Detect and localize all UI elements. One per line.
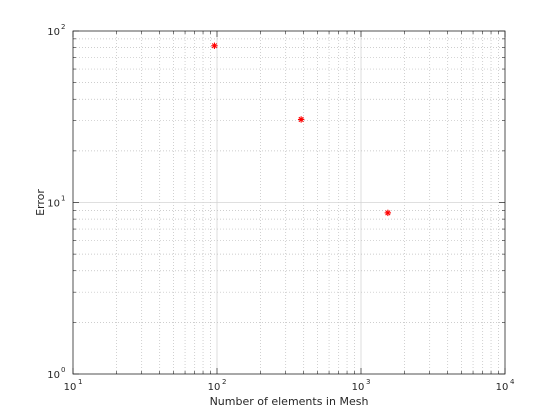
x-tick-exponent: 1: [78, 378, 82, 386]
y-axis-label: Error: [34, 189, 47, 216]
plot-border: [72, 30, 506, 375]
y-tick-label: 10: [47, 370, 60, 381]
data-point: [297, 116, 305, 123]
x-tick-label: 10: [208, 382, 221, 393]
y-tick-label: 10: [47, 199, 60, 210]
y-tick-label: 10: [47, 27, 60, 38]
x-tick-label: 10: [352, 382, 365, 393]
x-axis-label: Number of elements in Mesh: [210, 395, 369, 408]
x-tick-exponent: 4: [510, 378, 515, 386]
x-tick-label: 10: [64, 382, 77, 393]
x-tick-exponent: 2: [222, 378, 226, 386]
x-tick-exponent: 3: [366, 378, 370, 386]
x-tick-label: 10: [496, 382, 509, 393]
y-tick-exponent: 2: [61, 23, 65, 31]
grid: [73, 31, 505, 374]
data-point: [384, 209, 392, 217]
data-points: [211, 42, 392, 217]
data-point: [211, 42, 218, 49]
y-tick-exponent: 0: [61, 366, 65, 374]
x-tick-labels: 10 1 10 2 10 3 10 4: [64, 378, 515, 393]
y-tick-exponent: 1: [61, 195, 65, 203]
